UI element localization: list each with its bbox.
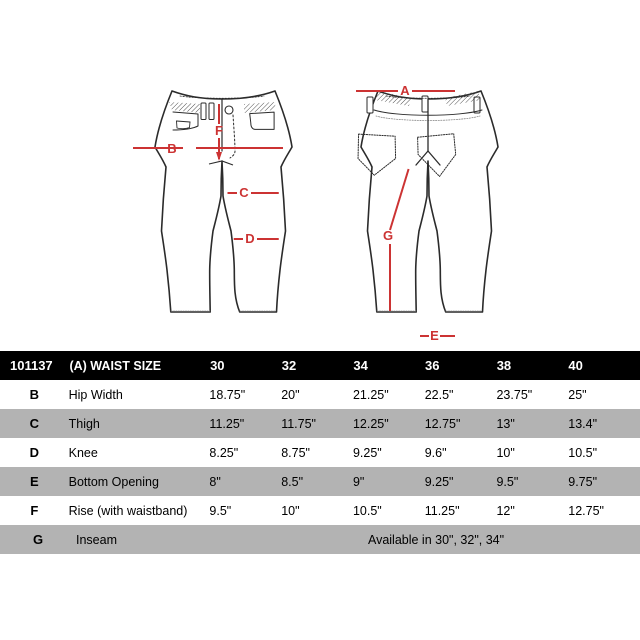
svg-text:C: C (239, 185, 249, 200)
svg-text:A: A (400, 83, 410, 98)
svg-text:G: G (383, 228, 393, 243)
svg-text:D: D (245, 231, 254, 246)
svg-text:B: B (167, 141, 176, 156)
svg-text:E: E (430, 328, 439, 343)
svg-text:F: F (215, 123, 223, 138)
